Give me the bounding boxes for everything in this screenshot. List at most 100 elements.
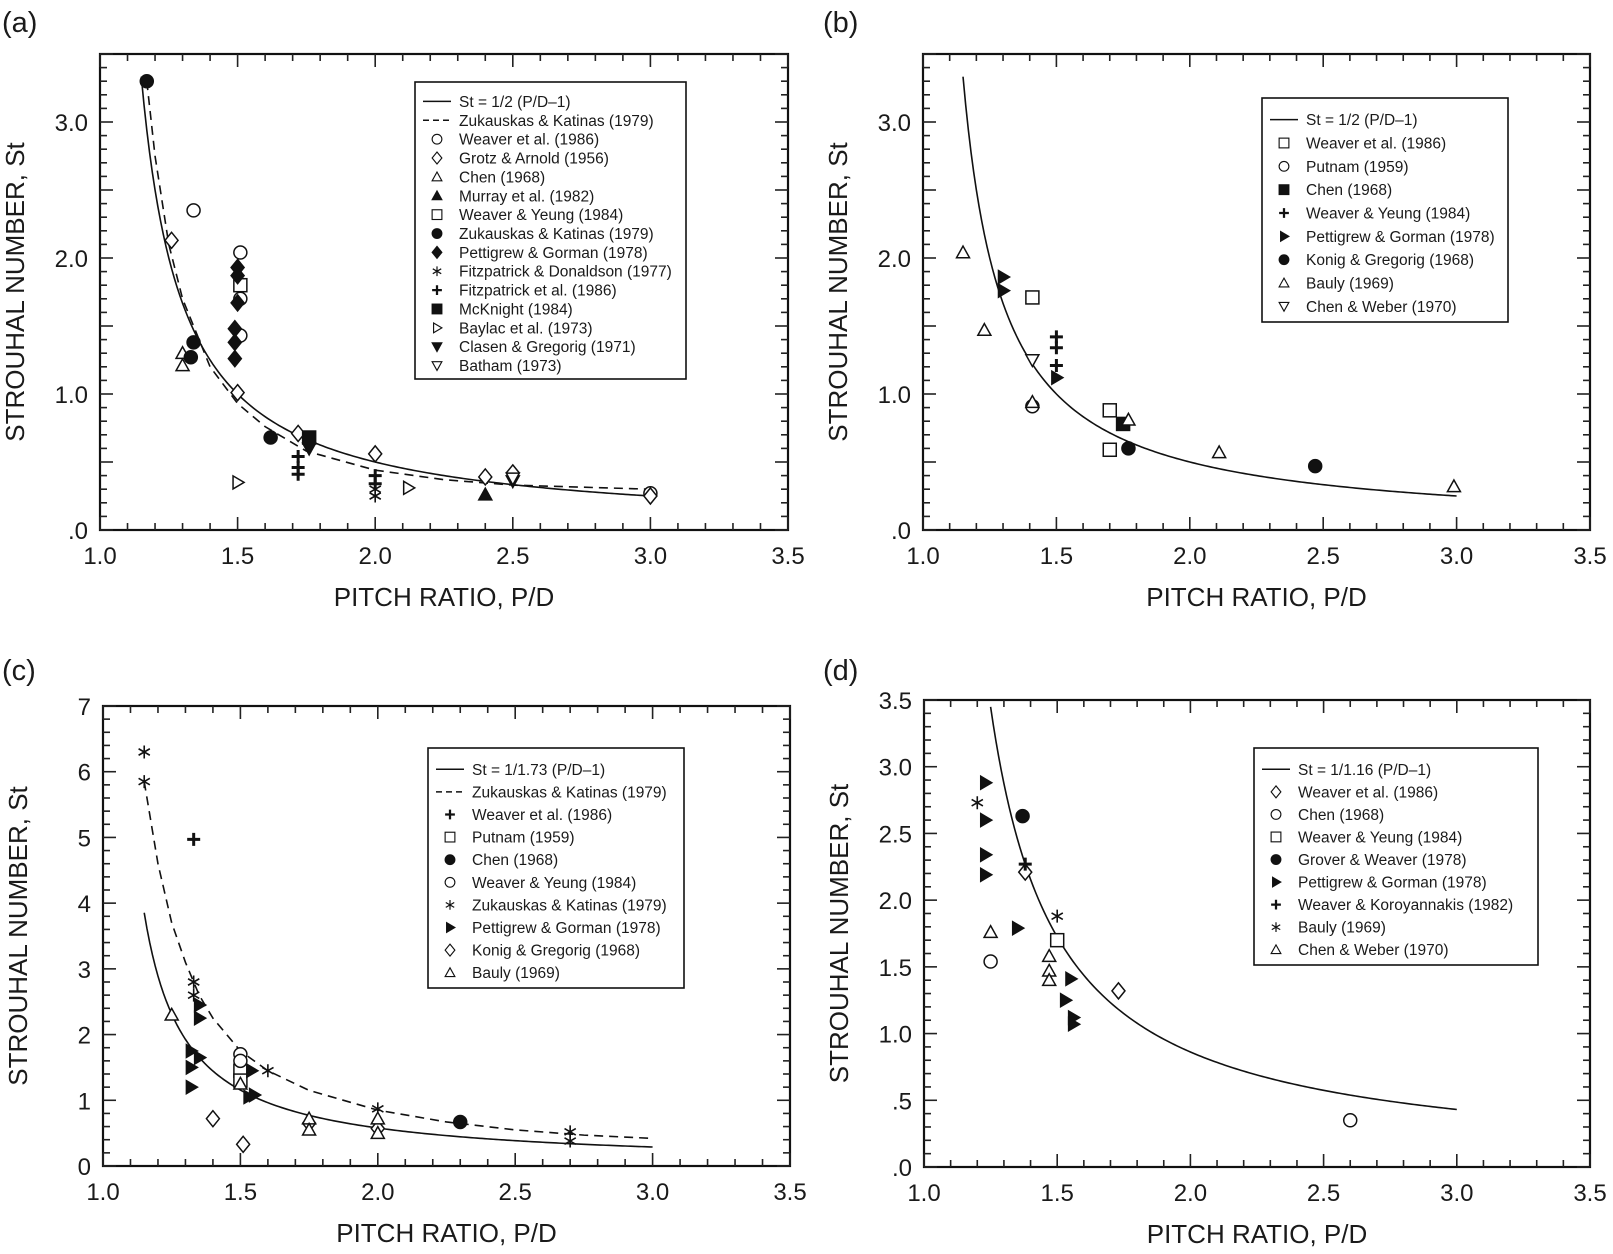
y-tick-label: .0 — [68, 518, 88, 545]
dashed-curve — [143, 781, 653, 1140]
y-tick-label: 3 — [78, 957, 91, 984]
y-tick-label: 2.0 — [55, 246, 88, 273]
series-square-open — [1025, 290, 1118, 458]
legend-marker — [431, 133, 443, 145]
data-point — [263, 430, 278, 445]
data-point — [971, 796, 984, 810]
data-point — [997, 282, 1012, 299]
data-point — [232, 1075, 249, 1090]
legend-label: Chen (1968) — [459, 169, 545, 186]
data-point — [1059, 992, 1074, 1009]
series-plus — [1018, 857, 1032, 871]
x-tick-label: 3.0 — [1440, 543, 1473, 570]
data-point — [979, 774, 994, 791]
legend-label: Clasen & Gregorig (1971) — [459, 339, 636, 356]
dashed-curve — [145, 81, 651, 490]
data-point — [402, 480, 417, 496]
legend-marker-square-filled — [431, 303, 443, 315]
panel-d: (d) 1.0 1.5 2.0 2.5 3.0 3.5 .0 .5 1.0 1.5 2.0 2.5 3.0… — [823, 655, 1607, 1249]
legend-box — [427, 747, 685, 989]
data-point — [452, 1114, 468, 1130]
y-tick-label: 2 — [78, 1023, 91, 1050]
legend-marker — [431, 170, 443, 182]
y-tick-label: 7 — [78, 694, 91, 721]
legend-marker-diamond-open — [444, 943, 456, 957]
legend-label: St = 1/1.16 (P/D–1) — [1298, 762, 1431, 779]
data-point — [183, 350, 199, 365]
data-point — [301, 430, 317, 445]
data-point — [1067, 1016, 1082, 1033]
data-point — [979, 812, 994, 828]
legend-label: Bauly (1969) — [1306, 276, 1394, 293]
y-tick-label: 1.0 — [879, 1022, 912, 1049]
legend-marker-tri-right-open — [433, 321, 443, 334]
data-point — [187, 975, 200, 989]
ticks — [923, 699, 1591, 1168]
x-tick-label: 2.0 — [359, 543, 392, 570]
data-point — [477, 486, 494, 501]
series-tri-down-open — [505, 472, 521, 487]
legend-marker — [432, 266, 442, 277]
x-axis-title: PITCH RATIO, P/D — [1147, 1219, 1368, 1249]
legend-marker-circle-open — [1278, 160, 1290, 172]
legend-marker — [431, 228, 443, 239]
series-square-filled — [301, 430, 317, 445]
x-tick-label: 3.5 — [773, 1179, 806, 1206]
x-tick-label: 2.5 — [1307, 1180, 1340, 1207]
data-point — [983, 954, 998, 969]
series-plus — [1049, 330, 1063, 372]
legend-marker — [431, 245, 443, 260]
legend-marker-tri-down-open — [431, 361, 443, 372]
legend-label: Baylac et al. (1973) — [459, 320, 593, 337]
legend-marker — [1278, 160, 1290, 172]
data-point — [1342, 1113, 1358, 1128]
legend-marker — [445, 900, 455, 910]
series-asterisk — [138, 745, 577, 1148]
data-point — [139, 73, 155, 89]
panel-label: (b) — [823, 7, 858, 39]
series-triangle-open — [163, 1006, 386, 1140]
x-tick-label: 2.0 — [361, 1179, 394, 1206]
data-point — [955, 244, 971, 259]
data-point — [186, 203, 201, 218]
series-square-open — [1049, 932, 1065, 948]
data-point — [138, 775, 151, 789]
x-tick-label: 3.5 — [771, 543, 804, 570]
legend-label: Chen (1968) — [1298, 807, 1384, 824]
legend: St = 1/1.16 (P/D–1) Weaver et al. (1986) C… — [1253, 747, 1539, 966]
legend-marker-plus — [445, 809, 455, 820]
data-point — [193, 1010, 208, 1026]
y-tick-label: 3.5 — [879, 688, 912, 715]
legend-marker — [1278, 276, 1290, 288]
data-point — [230, 383, 246, 402]
legend-marker-circle-filled — [1278, 254, 1290, 266]
x-tick-label: 1.5 — [1041, 1180, 1074, 1207]
legend: St = 1/2 (P/D–1) Weaver et al. (1986) Putn… — [1261, 97, 1509, 323]
legend-marker-triangle-open — [444, 966, 456, 978]
legend-marker — [1270, 943, 1282, 955]
data-point — [369, 489, 382, 503]
legend-marker-triangle-filled — [431, 189, 443, 201]
y-tick-label: 2.0 — [879, 888, 912, 915]
x-tick-label: 3.0 — [636, 1179, 669, 1206]
data-point — [1018, 857, 1032, 871]
data-point — [248, 1087, 263, 1103]
legend-marker — [1279, 208, 1289, 218]
legend-label: Zukauskas & Katinas (1979) — [472, 897, 667, 914]
legend-marker-circle-open — [1270, 808, 1282, 820]
data-point — [979, 846, 994, 863]
data-point — [193, 1049, 208, 1066]
legend-label: Fitzpatrick et al. (1986) — [459, 283, 617, 300]
data-point — [1065, 971, 1079, 987]
legend-marker-triangle-open — [1270, 943, 1282, 955]
legend-label: St = 1/2 (P/D–1) — [459, 94, 571, 111]
legend-marker-square-open — [444, 831, 456, 843]
legend-marker — [1272, 876, 1282, 888]
data-point — [1017, 862, 1033, 882]
data-point — [1024, 394, 1041, 409]
legend-label: Pettigrew & Gorman (1978) — [1298, 875, 1487, 892]
legend-marker — [1270, 808, 1282, 820]
x-tick-label: 1.5 — [221, 543, 254, 570]
x-axis-title: PITCH RATIO, P/D — [334, 582, 555, 612]
series-circle-filled — [1015, 808, 1030, 824]
